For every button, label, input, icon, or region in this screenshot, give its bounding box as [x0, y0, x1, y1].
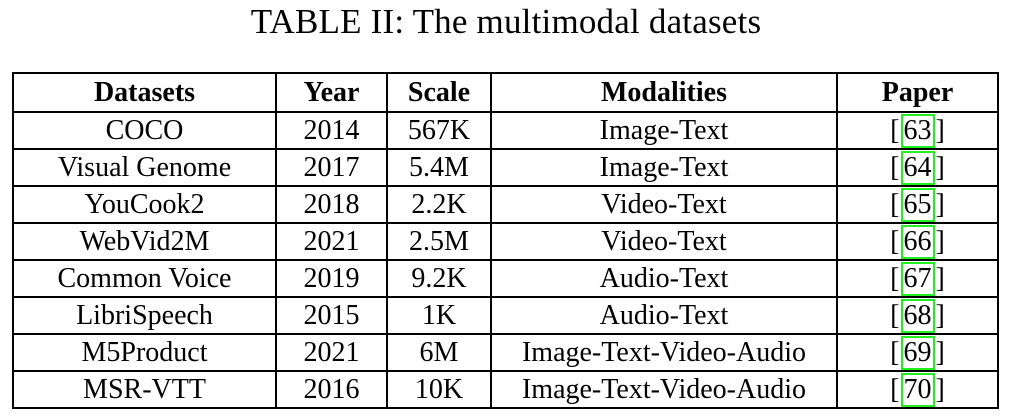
citation-link[interactable]: 68: [900, 299, 935, 332]
citation[interactable]: [69]: [890, 336, 945, 369]
citation-link[interactable]: 63: [900, 114, 935, 147]
paper-cell: [65]: [836, 185, 999, 224]
year-cell: 2021: [275, 333, 388, 372]
scale-cell: 6M: [386, 333, 492, 372]
modalities-cell: Image-Text-Video-Audio: [490, 370, 838, 409]
year-cell: 2019: [275, 259, 388, 298]
scale-cell: 9.2K: [386, 259, 492, 298]
scale-cell: 2.5M: [386, 222, 492, 261]
citation-link[interactable]: 64: [900, 151, 935, 184]
paper-cell: [68]: [836, 296, 999, 335]
year-cell: 2021: [275, 222, 388, 261]
table-row: COCO 2014 567K Image-Text [63]: [12, 111, 999, 150]
citation-link[interactable]: 66: [900, 225, 935, 258]
scale-cell: 567K: [386, 111, 492, 150]
scale-cell: 10K: [386, 370, 492, 409]
header-modalities: Modalities: [490, 72, 838, 113]
citation[interactable]: [64]: [890, 151, 945, 184]
table-caption: TABLE II: The multimodal datasets: [250, 2, 762, 41]
modalities-cell: Image-Text-Video-Audio: [490, 333, 838, 372]
modalities-cell: Audio-Text: [490, 296, 838, 335]
modalities-cell: Video-Text: [490, 185, 838, 224]
dataset-cell: Common Voice: [12, 259, 277, 298]
dataset-cell: COCO: [12, 111, 277, 150]
paper-cell: [67]: [836, 259, 999, 298]
modalities-cell: Audio-Text: [490, 259, 838, 298]
citation-link[interactable]: 65: [900, 188, 935, 221]
header-paper: Paper: [836, 72, 999, 113]
citation-link[interactable]: 70: [900, 373, 935, 406]
citation[interactable]: [66]: [890, 225, 945, 258]
header-datasets: Datasets: [12, 72, 277, 113]
paper-cell: [63]: [836, 111, 999, 150]
table-row: YouCook2 2018 2.2K Video-Text [65]: [12, 185, 999, 224]
dataset-cell: YouCook2: [12, 185, 277, 224]
paper-cell: [70]: [836, 370, 999, 409]
modalities-cell: Image-Text: [490, 111, 838, 150]
table-row: M5Product 2021 6M Image-Text-Video-Audio…: [12, 333, 999, 372]
table-row: MSR-VTT 2016 10K Image-Text-Video-Audio …: [12, 370, 999, 409]
year-cell: 2016: [275, 370, 388, 409]
dataset-cell: M5Product: [12, 333, 277, 372]
citation[interactable]: [68]: [890, 299, 945, 332]
scale-cell: 1K: [386, 296, 492, 335]
dataset-cell: WebVid2M: [12, 222, 277, 261]
table-row: Visual Genome 2017 5.4M Image-Text [64]: [12, 148, 999, 187]
header-year: Year: [275, 72, 388, 113]
year-cell: 2017: [275, 148, 388, 187]
datasets-table: Datasets Year Scale Modalities Paper COC…: [12, 72, 999, 409]
modalities-cell: Image-Text: [490, 148, 838, 187]
dataset-cell: LibriSpeech: [12, 296, 277, 335]
dataset-cell: Visual Genome: [12, 148, 277, 187]
citation[interactable]: [67]: [890, 262, 945, 295]
citation-link[interactable]: 67: [900, 262, 935, 295]
citation[interactable]: [65]: [890, 188, 945, 221]
citation[interactable]: [63]: [890, 114, 945, 147]
paper-cell: [69]: [836, 333, 999, 372]
citation-link[interactable]: 69: [900, 336, 935, 369]
scale-cell: 5.4M: [386, 148, 492, 187]
table-row: Common Voice 2019 9.2K Audio-Text [67]: [12, 259, 999, 298]
scale-cell: 2.2K: [386, 185, 492, 224]
header-row: Datasets Year Scale Modalities Paper: [12, 72, 999, 113]
table-row: WebVid2M 2021 2.5M Video-Text [66]: [12, 222, 999, 261]
modalities-cell: Video-Text: [490, 222, 838, 261]
citation[interactable]: [70]: [890, 373, 945, 406]
year-cell: 2018: [275, 185, 388, 224]
dataset-cell: MSR-VTT: [12, 370, 277, 409]
header-scale: Scale: [386, 72, 492, 113]
year-cell: 2015: [275, 296, 388, 335]
paper-cell: [66]: [836, 222, 999, 261]
paper-cell: [64]: [836, 148, 999, 187]
table-row: LibriSpeech 2015 1K Audio-Text [68]: [12, 296, 999, 335]
year-cell: 2014: [275, 111, 388, 150]
